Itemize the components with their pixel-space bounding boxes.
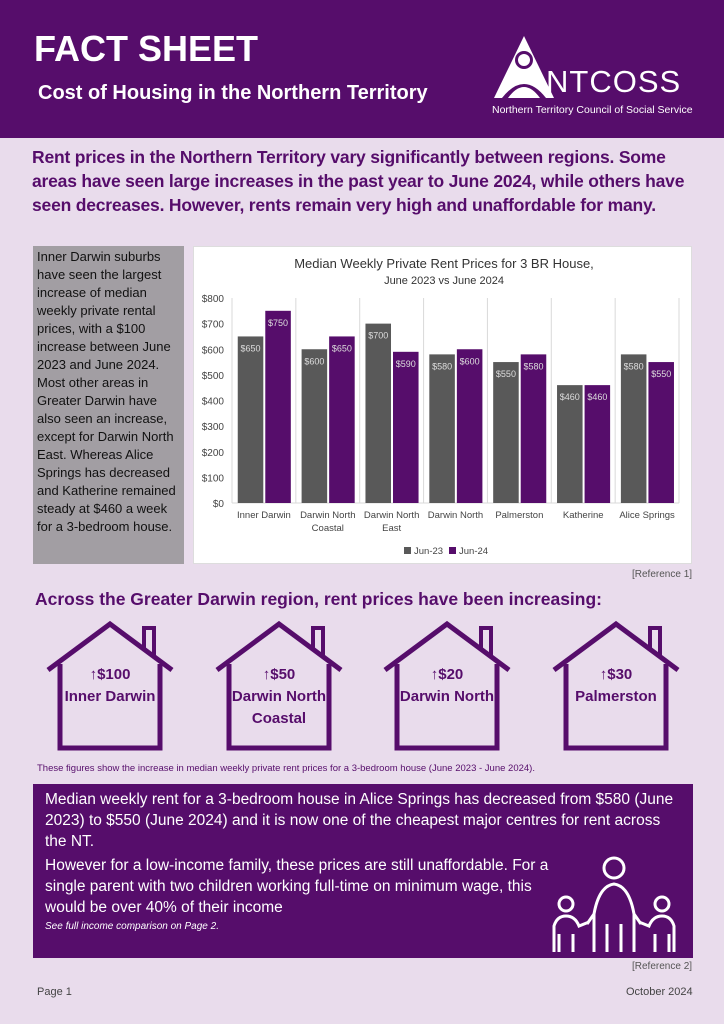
house-icon [552,620,680,751]
bar-data-label: $550 [496,369,516,379]
house-increase-2: ↑$20 Darwin North [379,620,515,752]
chart-svg: Median Weekly Private Rent Prices for 3 … [202,256,680,557]
legend-swatch [449,547,456,554]
x-category-label: Darwin North [300,510,355,521]
house-increase-3: ↑$30 Palmerston [548,620,684,752]
bar-Jun-23 [620,354,647,503]
y-tick-label: $300 [202,422,225,433]
bar-data-label: $580 [523,361,543,371]
bar-Jun-23 [301,349,328,503]
house-label: Darwin North Coastal [231,688,327,727]
section-heading: Across the Greater Darwin region, rent p… [35,589,602,609]
house-icon [46,620,174,751]
x-category-label: Darwin North [364,510,419,521]
x-category-label: Coastal [312,523,344,534]
bar-data-label: $550 [651,369,671,379]
y-tick-label: $600 [202,345,225,356]
page-title: FACT SHEET [34,28,259,69]
bar-Jun-24 [329,336,355,503]
bar-data-label: $580 [432,361,452,371]
bar-Jun-23 [557,385,583,503]
page-number: Page 1 [37,986,72,998]
bar-Jun-24 [393,351,419,503]
page-subtitle: Cost of Housing in the Northern Territor… [38,82,428,104]
reference-1[interactable]: [Reference 1] [632,569,693,580]
y-tick-label: $400 [202,397,225,408]
bar-data-label: $460 [587,392,607,402]
bar-Jun-23 [493,362,519,503]
bar-data-label: $650 [241,343,261,353]
x-category-label: Darwin North [428,510,483,521]
house-label: Inner Darwin [64,688,156,705]
legend-label: Jun-24 [459,546,488,557]
house-amount: ↑$100 [89,666,131,683]
chart-title: Median Weekly Private Rent Prices for 3 … [294,256,594,271]
house-icon [215,620,343,751]
bar-data-label: $700 [368,331,388,341]
bar-data-label: $600 [460,356,480,366]
chart-subtitle: June 2023 vs June 2024 [384,275,504,287]
bar-Jun-24 [584,385,611,503]
rent-chart: Median Weekly Private Rent Prices for 3 … [193,246,692,564]
bar-data-label: $650 [332,343,352,353]
bar-Jun-24 [520,354,547,503]
logo-figure-icon [494,36,554,98]
alice-paragraph-2: However for a low-income family, these p… [45,857,549,916]
y-tick-label: $100 [202,473,225,484]
family-icon [552,856,676,952]
intro-text: Rent prices in the Northern Territory va… [32,147,685,215]
logo-tagline: Northern Territory Council of Social Ser… [492,104,693,116]
bar-Jun-23 [237,336,264,503]
bar-data-label: $460 [560,392,580,402]
legend-label: Jun-23 [414,546,443,557]
house-amount: ↑$50 [262,666,296,683]
house-amount: ↑$20 [430,666,464,683]
x-category-label: Palmerston [495,510,543,521]
bar-data-label: $590 [396,359,416,369]
reference-2[interactable]: [Reference 2] [632,961,693,972]
summary-box: Inner Darwin suburbs have seen the large… [33,246,184,564]
alice-springs-box: Median weekly rent for a 3-bedroom house… [33,784,693,958]
bar-data-label: $580 [624,361,644,371]
bar-data-label: $750 [268,318,288,328]
y-tick-label: $700 [202,320,225,331]
bar-Jun-24 [456,349,483,503]
y-tick-label: $200 [202,448,225,459]
ntcoss-logo: NTCOSS Northern Territory Council of Soc… [492,36,702,122]
header: FACT SHEET Cost of Housing in the Northe… [0,0,724,138]
x-category-label: Alice Springs [619,510,675,521]
y-tick-label: $500 [202,371,225,382]
bar-data-label: $600 [304,356,324,366]
bar-Jun-23 [365,323,392,503]
x-category-label: Inner Darwin [237,510,291,521]
house-label: Darwin North [399,688,495,705]
footer-date: October 2024 [626,986,693,998]
y-tick-label: $0 [213,499,225,510]
bar-Jun-24 [648,362,674,503]
house-label: Palmerston [575,688,657,705]
x-category-label: Katherine [563,510,604,521]
alice-paragraph-1: Median weekly rent for a 3-bedroom house… [45,791,674,850]
logo-name: NTCOSS [546,64,682,99]
bar-Jun-24 [265,310,291,503]
y-tick-label: $800 [202,294,225,305]
alice-note[interactable]: See full income comparison on Page 2. [45,921,219,932]
house-increase-0: ↑$100 Inner Darwin [42,620,178,752]
houses-caption: These figures show the increase in media… [37,763,535,774]
legend-swatch [404,547,411,554]
x-category-label: East [382,523,401,534]
house-icon [383,620,511,751]
house-increase-1: ↑$50 Darwin North Coastal [211,620,347,752]
house-amount: ↑$30 [599,666,633,683]
bar-Jun-23 [429,354,455,503]
